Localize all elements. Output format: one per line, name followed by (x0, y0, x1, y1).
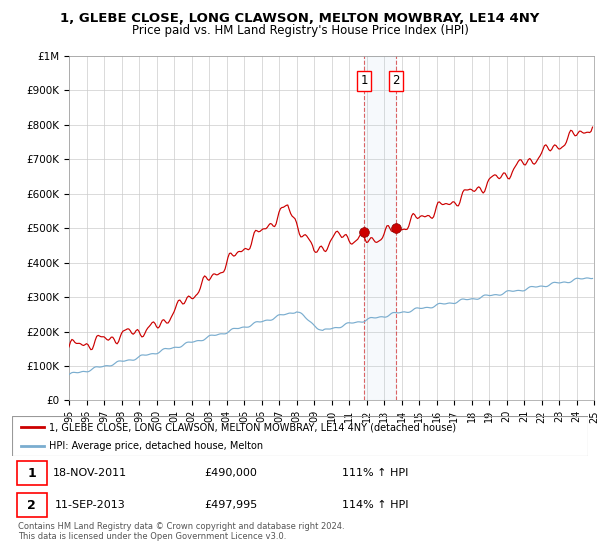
Text: Price paid vs. HM Land Registry's House Price Index (HPI): Price paid vs. HM Land Registry's House … (131, 24, 469, 36)
Text: 114% ↑ HPI: 114% ↑ HPI (341, 500, 408, 510)
Text: 1: 1 (27, 466, 36, 479)
Text: 2: 2 (27, 499, 36, 512)
Bar (364, 56, 396, 400)
Text: 11-SEP-2013: 11-SEP-2013 (55, 500, 125, 510)
Text: £490,000: £490,000 (205, 468, 257, 478)
Text: 18-NOV-2011: 18-NOV-2011 (53, 468, 127, 478)
Text: 1: 1 (361, 74, 368, 87)
Text: £497,995: £497,995 (204, 500, 257, 510)
Text: 2: 2 (392, 74, 400, 87)
Text: 1, GLEBE CLOSE, LONG CLAWSON, MELTON MOWBRAY, LE14 4NY (detached house): 1, GLEBE CLOSE, LONG CLAWSON, MELTON MOW… (49, 422, 457, 432)
Bar (17, 461, 47, 485)
Text: 1, GLEBE CLOSE, LONG CLAWSON, MELTON MOWBRAY, LE14 4NY: 1, GLEBE CLOSE, LONG CLAWSON, MELTON MOW… (61, 12, 539, 25)
Text: HPI: Average price, detached house, Melton: HPI: Average price, detached house, Melt… (49, 441, 263, 451)
Text: 111% ↑ HPI: 111% ↑ HPI (341, 468, 408, 478)
Bar (17, 493, 47, 517)
Text: Contains HM Land Registry data © Crown copyright and database right 2024.
This d: Contains HM Land Registry data © Crown c… (18, 522, 344, 542)
